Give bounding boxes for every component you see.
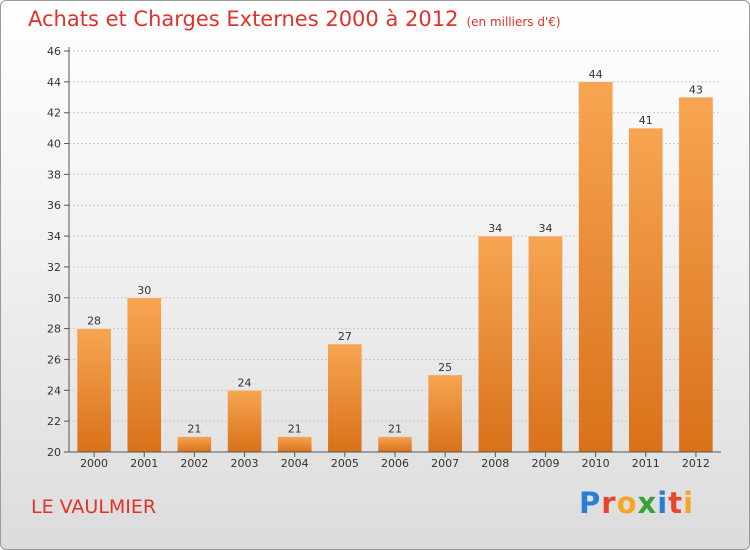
data-label: 21 [288,423,302,436]
bar [227,390,262,453]
bar [528,235,563,453]
x-tick-label: 2008 [481,457,509,470]
y-tick-label: 28 [47,323,61,336]
x-tick-label: 2001 [130,457,158,470]
y-tick-label: 40 [47,138,61,151]
bar [76,328,112,453]
x-tick-label: 2000 [80,457,108,470]
bar [678,97,714,453]
data-label: 41 [639,114,653,127]
bar [628,127,664,453]
data-label: 34 [538,222,552,235]
data-label: 34 [488,222,502,235]
y-tick-label: 22 [47,415,61,428]
unit-note: (en milliers d'€) [466,15,561,29]
data-label: 27 [338,330,352,343]
x-tick-label: 2011 [632,457,660,470]
x-tick-label: 2004 [281,457,309,470]
data-label: 21 [388,423,402,436]
data-label: 24 [238,376,252,389]
proxiti-logo: Proxiti [579,486,695,520]
data-label: 28 [87,315,101,328]
y-tick-label: 24 [47,384,61,397]
bar [478,235,513,453]
y-tick-label: 30 [47,292,61,305]
data-label: 25 [438,361,452,374]
bar [277,436,312,453]
x-tick-label: 2006 [381,457,409,470]
bar [177,436,212,453]
x-tick-label: 2012 [682,457,710,470]
y-tick-label: 26 [47,353,61,366]
commune-name: LE VAULMIER [31,496,157,518]
bar [377,436,413,453]
bar [427,374,463,453]
x-tick-label: 2003 [231,457,259,470]
y-tick-label: 42 [47,107,61,120]
data-label: 43 [689,83,703,96]
y-tick-label: 20 [47,446,61,459]
x-tick-label: 2007 [431,457,459,470]
bar [327,343,363,453]
data-label: 44 [589,68,603,81]
data-label: 30 [137,284,151,297]
y-tick-label: 36 [47,199,61,212]
x-tick-label: 2005 [331,457,359,470]
y-tick-label: 38 [47,168,61,181]
x-tick-label: 2010 [582,457,610,470]
x-tick-label: 2002 [180,457,208,470]
data-label: 21 [187,423,201,436]
y-tick-label: 34 [47,230,61,243]
y-tick-label: 32 [47,261,61,274]
chart-title: Achats et Charges Externes 2000 à 2012 (e… [28,7,561,31]
bar [126,297,162,453]
y-tick-label: 44 [47,76,61,89]
bar [578,81,613,453]
y-tick-label: 46 [47,45,61,58]
x-tick-label: 2009 [531,457,559,470]
